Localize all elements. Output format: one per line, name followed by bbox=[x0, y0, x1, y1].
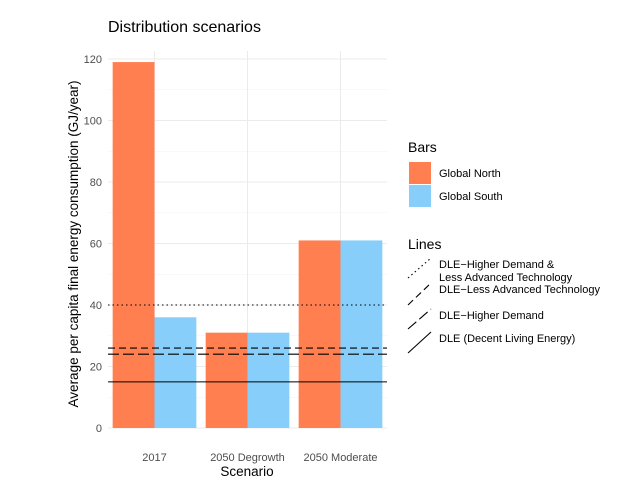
bars bbox=[112, 62, 383, 428]
bar-global-south bbox=[340, 240, 383, 428]
legend-line-key bbox=[407, 282, 432, 306]
legend-label: DLE−Higher Demand bbox=[439, 310, 544, 322]
legend-label: DLE−Less Advanced Technology bbox=[439, 284, 600, 296]
bar-global-north bbox=[112, 62, 155, 428]
legend-title-bars: Bars bbox=[408, 139, 437, 155]
bar-global-south bbox=[247, 332, 290, 428]
legend-label: Less Advanced Technology bbox=[439, 272, 573, 284]
bar-global-north bbox=[298, 240, 341, 428]
legend-line-key bbox=[407, 257, 432, 279]
legend-label: DLE−Higher Demand & bbox=[439, 259, 555, 271]
legend-line-key bbox=[407, 308, 432, 330]
y-axis-title: Average per capita final energy consumpt… bbox=[66, 81, 81, 408]
y-tick-label: 120 bbox=[84, 54, 102, 66]
bar-global-north bbox=[205, 332, 248, 428]
legend-swatch bbox=[409, 185, 431, 207]
x-axis-title: Scenario bbox=[220, 464, 273, 479]
legend-label: Global South bbox=[439, 191, 503, 203]
legend-label: Global North bbox=[439, 168, 501, 180]
y-tick-label: 20 bbox=[90, 362, 102, 374]
legend-line-key bbox=[407, 331, 432, 354]
y-tick-label: 0 bbox=[96, 423, 102, 435]
x-axis-ticks: 2017 2050 Degrowth 2050 Moderate bbox=[142, 452, 377, 464]
legend: Bars Global North Global South Lines DLE−Hig… bbox=[407, 139, 600, 354]
y-axis-ticks: 0 20 40 60 80 100 120 bbox=[84, 54, 102, 435]
y-tick-label: 40 bbox=[90, 300, 102, 312]
bar-global-south bbox=[154, 317, 197, 428]
x-tick-label: 2050 Degrowth bbox=[210, 452, 285, 464]
y-tick-label: 100 bbox=[84, 116, 102, 128]
y-tick-label: 60 bbox=[90, 239, 102, 251]
x-tick-label: 2017 bbox=[142, 452, 166, 464]
legend-swatch bbox=[409, 162, 431, 184]
legend-title-lines: Lines bbox=[408, 236, 441, 252]
y-tick-label: 80 bbox=[90, 177, 102, 189]
chart-title: Distribution scenarios bbox=[108, 19, 261, 36]
x-tick-label: 2050 Moderate bbox=[304, 452, 378, 464]
reference-lines bbox=[108, 304, 387, 383]
legend-label: DLE (Decent Living Energy) bbox=[439, 333, 575, 345]
